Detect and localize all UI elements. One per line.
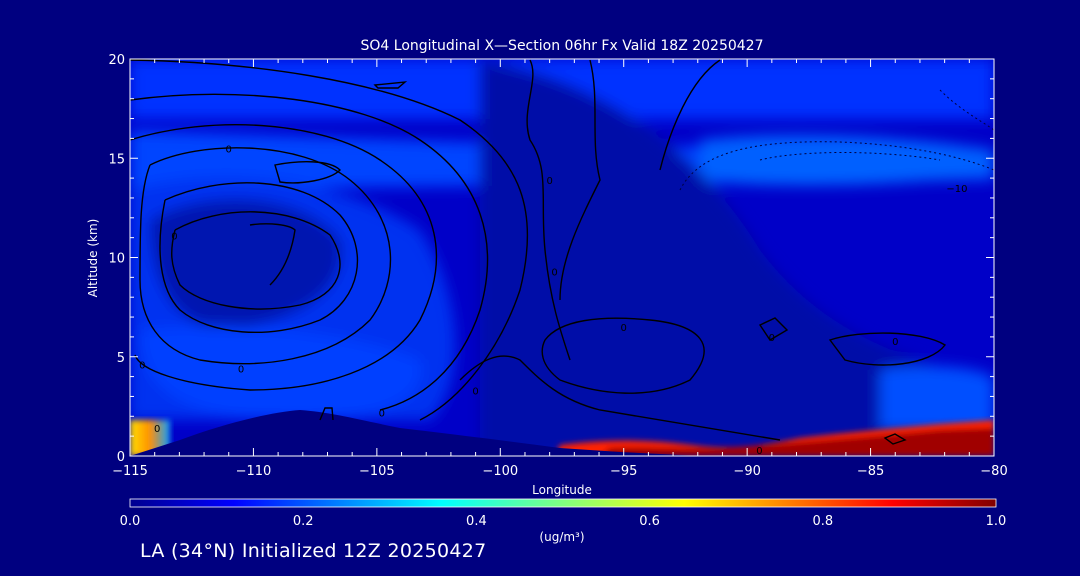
- x-tick-label: −105: [359, 464, 395, 479]
- contour-label: 0: [154, 424, 160, 435]
- colorbar-tick-label: 0.8: [812, 514, 833, 529]
- x-axis-ticks: −115 −110 −105 −100 −95 −90 −85 −80: [112, 59, 1008, 479]
- contour-label: 0: [472, 386, 478, 397]
- colorbar-ticks: 0.0 0.2 0.4 0.6 0.8 1.0: [120, 514, 1007, 529]
- colorbar-tick-label: 0.2: [293, 514, 314, 529]
- x-tick-label: −110: [236, 464, 272, 479]
- chart-title: SO4 Longitudinal X—Section 06hr Fx Valid…: [361, 38, 764, 54]
- colorbar-tick-label: 0.6: [639, 514, 660, 529]
- x-tick-label: −100: [482, 464, 518, 479]
- colorbar-tick-label: 0.4: [466, 514, 487, 529]
- contour-label: 0: [546, 176, 552, 187]
- x-axis-label: Longitude: [532, 483, 592, 497]
- y-tick-label: 0: [117, 450, 125, 465]
- contour-label: 0: [139, 361, 145, 372]
- y-tick-label: 15: [108, 152, 125, 167]
- contour-label: 0: [379, 408, 385, 419]
- y-tick-label: 5: [117, 351, 125, 366]
- y-axis-ticks: 0 5 10 15 20: [108, 53, 994, 465]
- contour-label: 0: [171, 232, 177, 243]
- contour-label: 0: [621, 323, 627, 334]
- colorbar-units: (ug/m³): [539, 530, 584, 544]
- contour-label: −10: [946, 184, 967, 195]
- contour-label: 0: [238, 365, 244, 376]
- contour-label: 0: [551, 267, 557, 278]
- y-tick-label: 20: [108, 53, 125, 68]
- y-axis-label: Altitude (km): [86, 219, 100, 298]
- contour-label: 0: [756, 446, 762, 457]
- x-tick-label: −90: [733, 464, 760, 479]
- x-tick-label: −85: [857, 464, 884, 479]
- x-tick-label: −115: [112, 464, 148, 479]
- x-tick-label: −80: [980, 464, 1007, 479]
- contour-labels: 0 0 0 0 0 0 0 0 0 0 0 0 0 −10: [139, 144, 967, 457]
- contour-label: 0: [226, 144, 232, 155]
- plot-area: [130, 59, 994, 456]
- colorbar-tick-label: 1.0: [986, 514, 1007, 529]
- contour-label: 0: [892, 337, 898, 348]
- footer-init-text: LA (34°N) Initialized 12Z 20250427: [140, 540, 487, 562]
- y-tick-label: 10: [108, 252, 125, 267]
- contour-label: 0: [769, 333, 775, 344]
- colorbar: [129, 498, 997, 508]
- x-tick-label: −95: [610, 464, 637, 479]
- colorbar-tick-label: 0.0: [120, 514, 141, 529]
